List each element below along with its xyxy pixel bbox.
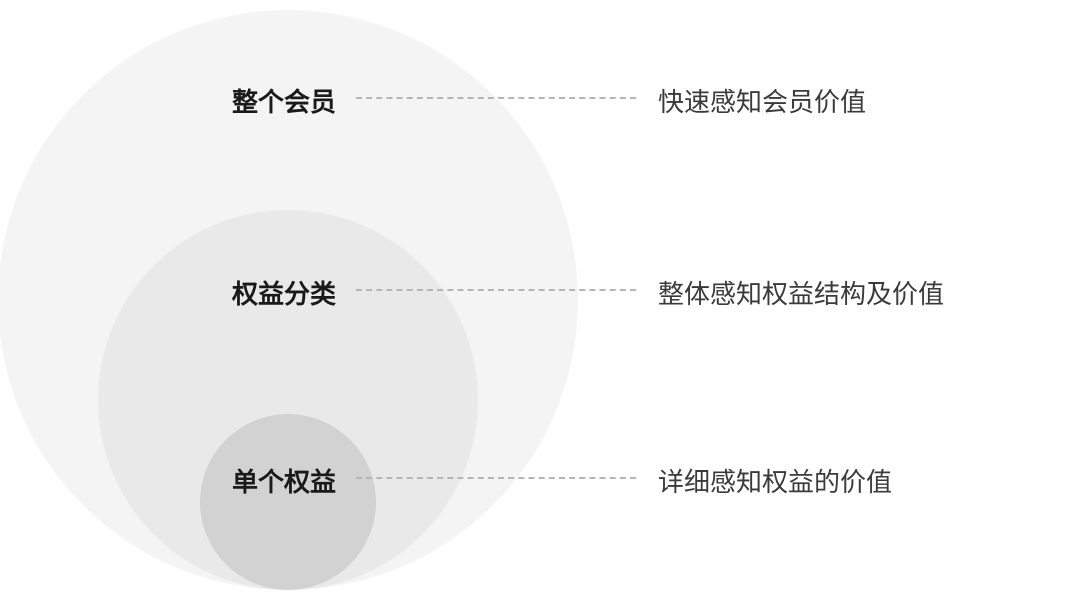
inner-description: 详细感知权益的价值 — [658, 462, 892, 499]
inner-connector — [356, 477, 636, 479]
outer-description: 快速感知会员价值 — [658, 82, 866, 119]
outer-connector — [356, 97, 636, 99]
middle-description: 整体感知权益结构及价值 — [658, 274, 944, 311]
inner-circle — [200, 414, 376, 590]
inner-label: 单个权益 — [232, 462, 336, 499]
middle-label: 权益分类 — [232, 274, 336, 311]
outer-label: 整个会员 — [232, 82, 336, 119]
middle-connector — [356, 289, 636, 291]
